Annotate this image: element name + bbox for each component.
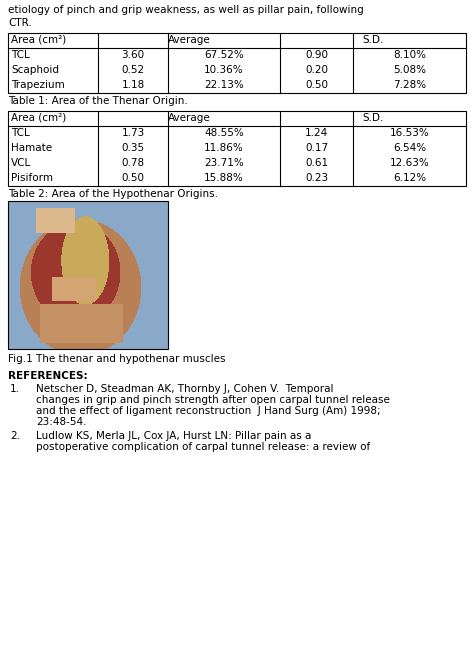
Text: Area (cm²): Area (cm²) xyxy=(11,113,66,123)
Text: 48.55%: 48.55% xyxy=(204,128,244,138)
Text: 12.63%: 12.63% xyxy=(390,158,429,168)
Text: Netscher D, Steadman AK, Thornby J, Cohen V.  Temporal: Netscher D, Steadman AK, Thornby J, Cohe… xyxy=(36,384,334,394)
Text: 0.78: 0.78 xyxy=(121,158,145,168)
Text: 1.: 1. xyxy=(10,384,20,394)
Text: postoperative complication of carpal tunnel release: a review of: postoperative complication of carpal tun… xyxy=(36,442,370,452)
Text: REFERENCES:: REFERENCES: xyxy=(8,371,88,381)
Text: Trapezium: Trapezium xyxy=(11,80,65,90)
Text: 23.71%: 23.71% xyxy=(204,158,244,168)
Text: CTR.: CTR. xyxy=(8,18,32,28)
Text: and the effect of ligament reconstruction  J Hand Surg (Am) 1998;: and the effect of ligament reconstructio… xyxy=(36,406,381,416)
Text: 0.90: 0.90 xyxy=(305,50,328,60)
Text: 0.52: 0.52 xyxy=(121,65,145,75)
Text: 23:48-54.: 23:48-54. xyxy=(36,417,86,427)
Text: changes in grip and pinch strength after open carpal tunnel release: changes in grip and pinch strength after… xyxy=(36,395,390,405)
Text: 0.35: 0.35 xyxy=(121,143,145,153)
Text: 0.23: 0.23 xyxy=(305,173,328,183)
Text: 6.12%: 6.12% xyxy=(393,173,426,183)
Text: Hamate: Hamate xyxy=(11,143,52,153)
Text: 7.28%: 7.28% xyxy=(393,80,426,90)
Text: Average: Average xyxy=(168,113,210,123)
Text: 1.73: 1.73 xyxy=(121,128,145,138)
Text: 3.60: 3.60 xyxy=(121,50,145,60)
Text: TCL: TCL xyxy=(11,128,30,138)
Text: etiology of pinch and grip weakness, as well as pillar pain, following: etiology of pinch and grip weakness, as … xyxy=(8,5,364,15)
Text: 0.50: 0.50 xyxy=(305,80,328,90)
Text: Table 1: Area of the Thenar Origin.: Table 1: Area of the Thenar Origin. xyxy=(8,96,188,106)
Text: 0.17: 0.17 xyxy=(305,143,328,153)
Text: 5.08%: 5.08% xyxy=(393,65,426,75)
Text: VCL: VCL xyxy=(11,158,31,168)
Text: 15.88%: 15.88% xyxy=(204,173,244,183)
Text: Pisiform: Pisiform xyxy=(11,173,53,183)
Text: Fig.1 The thenar and hypothenar muscles: Fig.1 The thenar and hypothenar muscles xyxy=(8,354,226,364)
Text: 16.53%: 16.53% xyxy=(390,128,429,138)
Text: Area (cm²): Area (cm²) xyxy=(11,35,66,45)
Text: 0.20: 0.20 xyxy=(305,65,328,75)
Text: 0.61: 0.61 xyxy=(305,158,328,168)
Text: S.D.: S.D. xyxy=(362,113,383,123)
Text: 67.52%: 67.52% xyxy=(204,50,244,60)
Text: TCL: TCL xyxy=(11,50,30,60)
Text: Ludlow KS, Merla JL, Cox JA, Hurst LN: Pillar pain as a: Ludlow KS, Merla JL, Cox JA, Hurst LN: P… xyxy=(36,431,311,441)
Text: Scaphoid: Scaphoid xyxy=(11,65,59,75)
Text: 1.24: 1.24 xyxy=(305,128,328,138)
Text: Average: Average xyxy=(168,35,210,45)
Text: 11.86%: 11.86% xyxy=(204,143,244,153)
Bar xyxy=(8,33,466,93)
Bar xyxy=(8,201,168,349)
Text: 8.10%: 8.10% xyxy=(393,50,426,60)
Text: 2.: 2. xyxy=(10,431,20,441)
Text: 0.50: 0.50 xyxy=(121,173,145,183)
Text: 22.13%: 22.13% xyxy=(204,80,244,90)
Text: 10.36%: 10.36% xyxy=(204,65,244,75)
Text: S.D.: S.D. xyxy=(362,35,383,45)
Bar xyxy=(8,111,466,186)
Text: Table 2: Area of the Hypothenar Origins.: Table 2: Area of the Hypothenar Origins. xyxy=(8,189,218,199)
Text: 6.54%: 6.54% xyxy=(393,143,426,153)
Text: 1.18: 1.18 xyxy=(121,80,145,90)
